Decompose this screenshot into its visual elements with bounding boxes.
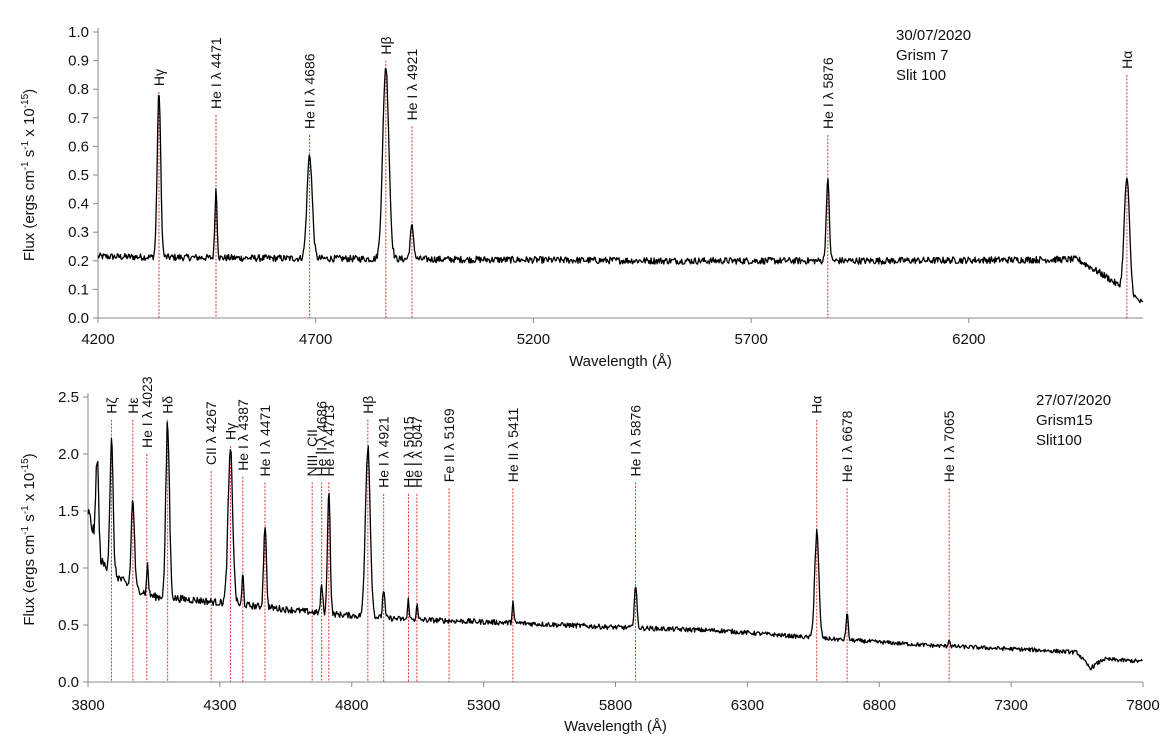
line-label: Hα: [809, 396, 825, 414]
spectrum-series: [97, 67, 1144, 304]
panel-2: 0.0 0.5 1.0 1.5 2.0 2.5 3800 4300 4800 5300 5800 63…: [20, 376, 1160, 735]
line-label: He I λ 4023: [139, 376, 155, 448]
y-tick-label: 0.6: [68, 138, 89, 155]
line-label: Hγ: [151, 69, 167, 86]
y-tick-label: 0.8: [68, 81, 89, 98]
x-tick-label: 5800: [599, 697, 632, 714]
y-tick-label: 0.5: [58, 617, 79, 634]
line-label: He I λ 4921: [376, 416, 392, 488]
line-label: Hγ: [222, 423, 238, 440]
panel-annotation: 30/07/2020: [896, 27, 971, 44]
y-axis-title-part: x 10: [21, 108, 38, 141]
panel-annotation: 27/07/2020: [1036, 392, 1111, 409]
line-label: CII λ 4267: [203, 401, 219, 465]
y-axis-title-part: -1: [20, 140, 31, 149]
line-label: He I λ 5015: [400, 416, 416, 488]
line-label: He I λ 4471: [257, 405, 273, 477]
y-tick-label: 1.0: [58, 560, 79, 577]
line-label: He I λ 6678: [839, 410, 855, 482]
panel-annotation: Slit100: [1036, 432, 1082, 449]
y-tick-label: 0.0: [68, 310, 89, 327]
panel-1: 0.0 0.1 0.2 0.3 0.4 0.5 0.6 0.7 0.8 0.9 1.0 4200 470…: [20, 24, 1144, 370]
y-axis-title-part: -1: [20, 505, 31, 514]
line-label: Hδ: [160, 396, 176, 414]
y-tick-label: 0.5: [68, 167, 89, 184]
line-label: Hβ: [378, 36, 394, 54]
line-label: Hζ: [103, 398, 119, 414]
line-label: He I λ 4921: [404, 49, 420, 121]
line-label: He I λ 5047: [409, 416, 425, 488]
x-tick-label: 5200: [517, 331, 550, 348]
y-axis-title-part: -15: [20, 458, 31, 473]
y-tick-label: 0.7: [68, 110, 89, 127]
x-tick-label: 7300: [994, 697, 1027, 714]
y-tick-label: 2.5: [58, 389, 79, 406]
panel-annotation: Slit 100: [896, 67, 946, 84]
y-axis-title-part: s: [21, 514, 38, 526]
y-axis-title-part: s: [21, 150, 38, 162]
y-axis-title-part: -15: [20, 93, 31, 108]
line-label: Fe II λ 5169: [441, 408, 457, 482]
y-tick-label: 1.0: [68, 24, 89, 41]
line-label: Hβ: [360, 396, 376, 414]
line-label: Hε: [125, 397, 141, 413]
x-tick-label: 5300: [467, 697, 500, 714]
x-tick-label: 4300: [203, 697, 236, 714]
x-tick-label: 6300: [731, 697, 764, 714]
x-axis-title: Wavelength (Å): [569, 353, 672, 370]
y-tick-label: 0.3: [68, 224, 89, 241]
y-tick-label: 0.4: [68, 196, 89, 213]
y-axis-title: Flux (ergs cm-1 s-1 x 10-15): [20, 453, 38, 625]
x-tick-label: 6800: [863, 697, 896, 714]
line-label: He I λ 5876: [820, 57, 836, 129]
x-tick-label: 7800: [1126, 697, 1159, 714]
y-axis-title-part: ): [21, 453, 38, 458]
line-label: NIII, CII: [304, 429, 320, 476]
spectrum-series: [87, 421, 1143, 671]
y-axis-title: Flux (ergs cm-1 s-1 x 10-15): [20, 89, 38, 261]
line-label: He II λ 5411: [505, 408, 521, 483]
y-axis-title-part: Flux (ergs cm: [21, 535, 38, 626]
y-axis-title-part: -1: [20, 525, 31, 534]
line-label: He I λ 4387: [235, 399, 251, 471]
panel-annotation: Grism15: [1036, 412, 1093, 429]
x-tick-label: 4200: [81, 331, 114, 348]
y-tick-label: 0.0: [58, 674, 79, 691]
x-axis-title: Wavelength (Å): [564, 718, 667, 735]
line-label: He I λ 7065: [941, 410, 957, 482]
line-label: Hα: [1119, 51, 1135, 69]
y-tick-label: 0.1: [68, 281, 89, 298]
line-label: He I λ 4713: [321, 405, 337, 477]
x-tick-label: 6200: [952, 331, 985, 348]
y-tick-label: 0.9: [68, 53, 89, 70]
y-axis-title-part: -1: [20, 161, 31, 170]
line-label: He I λ 5876: [628, 405, 644, 477]
y-axis-title-part: ): [21, 89, 38, 94]
panel-annotation: Grism 7: [896, 47, 949, 64]
y-tick-label: 0.2: [68, 253, 89, 270]
line-label: He II λ 4686: [302, 53, 318, 129]
line-label: He I λ 4471: [208, 37, 224, 109]
x-tick-label: 5700: [734, 331, 767, 348]
x-tick-label: 4700: [299, 331, 332, 348]
line-label: He II λ 4686: [314, 401, 330, 477]
x-tick-label: 4800: [335, 697, 368, 714]
y-axis-title-part: x 10: [21, 473, 38, 506]
x-tick-label: 3800: [71, 697, 104, 714]
y-tick-label: 2.0: [58, 446, 79, 463]
y-tick-label: 1.5: [58, 503, 79, 520]
y-axis-title-part: Flux (ergs cm: [21, 170, 38, 261]
